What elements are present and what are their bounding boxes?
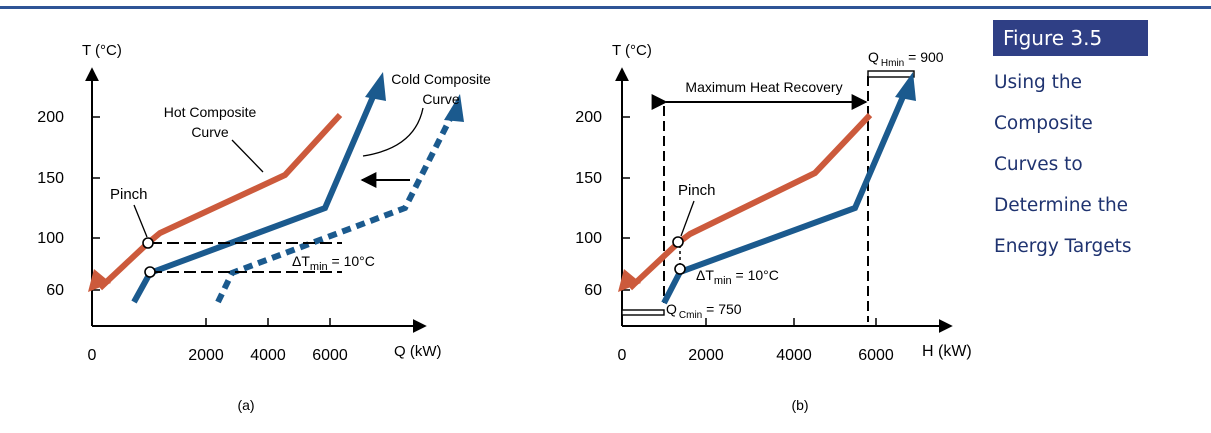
- chart-b-pinch-leader: [680, 200, 695, 237]
- chart-a-shifted-cold-curve: [215, 113, 455, 304]
- chart-a-pinch-label: Pinch: [110, 186, 148, 203]
- chart-a-dtmin-label: ΔTmin = 10°C: [292, 253, 375, 273]
- chart-a-hot-curve-arrowhead: [88, 269, 111, 292]
- figure-caption-line: Composite: [994, 113, 1093, 134]
- chart-b-panel-label: (b): [791, 397, 808, 413]
- chart-b-y-tick-label: 60: [584, 282, 602, 299]
- chart-b-pinch-label: Pinch: [678, 182, 716, 199]
- chart-a-hot-curve-label-line2: Curve: [191, 124, 229, 140]
- chart-a-hot-curve-label-line1: Hot Composite: [164, 104, 257, 120]
- chart-a-cold-curve-leader: [362, 107, 424, 157]
- chart-b-qcmin-bracket: [621, 309, 665, 316]
- chart-a-x-tick-label: 6000: [312, 347, 348, 364]
- chart-b-origin-label: 0: [618, 347, 627, 364]
- chart-b-cold-curve-arrowhead: [895, 72, 916, 101]
- chart-a-hot-composite-curve: [97, 112, 343, 291]
- figure-caption-line: Curves to: [994, 154, 1083, 175]
- chart-b-qcmin-label: Q Cmin = 750: [666, 301, 742, 321]
- chart-a-shifted-curve-arrowhead: [444, 94, 464, 122]
- chart-a-x-tick-label: 2000: [188, 347, 224, 364]
- figure-caption: Using the Composite Curves to Determine …: [993, 62, 1203, 267]
- chart-a-y-tick-label: 60: [46, 282, 64, 299]
- chart-b-qhmin-bracket: [867, 70, 915, 78]
- chart-a-cold-composite-curve: [131, 90, 378, 304]
- figure-sidebar: Figure 3.5 Using the Composite Curves to…: [993, 20, 1203, 267]
- chart-b-qhmin-label: Q Hmin = 900: [868, 49, 944, 69]
- chart-b-pinch-point-cold: [674, 263, 686, 275]
- chart-a-x-tick-label: 4000: [250, 347, 286, 364]
- figure-caption-line: Using the: [994, 72, 1083, 93]
- chart-b-x-tick-label: 2000: [688, 347, 724, 364]
- chart-b-y-tick-label: 150: [575, 170, 602, 187]
- chart-a-cold-curve-arrowhead: [365, 72, 386, 101]
- chart-b-max-heat-recovery-label: Maximum Heat Recovery: [685, 79, 842, 95]
- top-rule: [0, 6, 1211, 9]
- chart-b-dtmin-label: ΔTmin = 10°C: [696, 267, 779, 287]
- figure-number-badge: Figure 3.5: [993, 20, 1148, 56]
- chart-b-cold-composite-curve: [661, 90, 908, 305]
- chart-a-pinch-point-hot: [142, 237, 154, 249]
- chart-a-pinch-point-cold: [144, 266, 156, 278]
- figure-caption-line: Energy Targets: [994, 236, 1132, 257]
- chart-a-panel-label: (a): [237, 397, 254, 413]
- chart-a-hot-curve-leader: [231, 139, 264, 173]
- figure-caption-line: Determine the: [994, 195, 1129, 216]
- chart-a-cold-curve-label-line1: Cold Composite: [391, 71, 491, 87]
- chart-a: T (°C) 200 150 100 60 0 2000 4000 6000 Q…: [37, 42, 491, 413]
- chart-a-y-tick-label: 200: [37, 109, 64, 126]
- chart-b-x-tick-label: 6000: [858, 347, 894, 364]
- chart-a-y-axis-label: T (°C): [82, 42, 122, 59]
- chart-b-hot-curve-arrowhead: [618, 269, 641, 292]
- chart-b: T (°C) 200 150 100 60 0 2000 4000 6000 H…: [575, 42, 971, 413]
- chart-b-y-tick-label: 200: [575, 109, 602, 126]
- chart-a-x-axis-label: Q (kW): [394, 343, 441, 360]
- chart-b-hot-composite-curve: [627, 112, 873, 291]
- chart-b-y-tick-label: 100: [575, 230, 602, 247]
- chart-a-y-tick-label: 150: [37, 170, 64, 187]
- chart-a-pinch-leader: [133, 204, 148, 238]
- chart-b-x-tick-label: 4000: [776, 347, 812, 364]
- chart-b-pinch-point-hot: [672, 236, 684, 248]
- chart-b-y-axis-label: T (°C): [612, 42, 652, 59]
- chart-b-x-axis-label: H (kW): [922, 343, 972, 360]
- chart-a-origin-label: 0: [88, 347, 97, 364]
- composite-curves-figure: T (°C) 200 150 100 60 0 2000 4000 6000 Q…: [37, 42, 971, 413]
- chart-a-cold-curve-label-line2: Curve: [422, 91, 460, 107]
- chart-a-y-tick-label: 100: [37, 230, 64, 247]
